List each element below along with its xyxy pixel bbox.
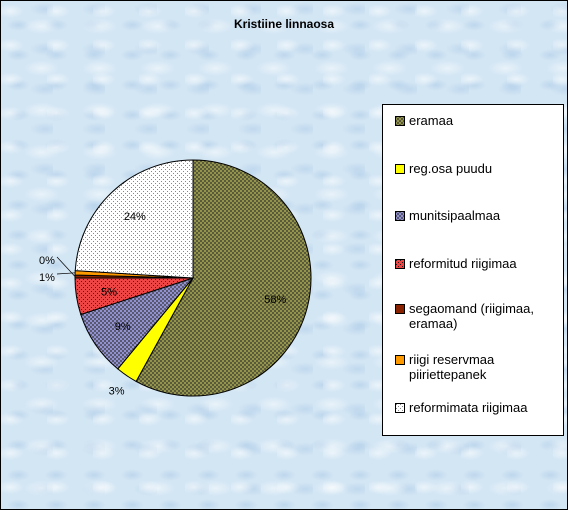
legend-swatch [395,355,405,365]
legend-label: eramaa [395,113,560,128]
legend-item-eramaa: eramaa [395,113,560,128]
legend-swatch [395,304,405,314]
data-label-reg-osa-puudu: 3% [109,385,125,397]
legend-item-munitsipaalmaa: munitsipaalmaa [395,208,560,223]
legend-item-reg-osa-puudu: reg.osa puudu [395,161,560,176]
legend: eramaa reg.osa puudu munitsipaalmaa reformi… [382,104,564,436]
data-label-segaomand-riigimaa-eramaa: 0% [39,255,55,267]
legend-label: reformitud riigimaa [395,256,560,271]
legend-label: segaomand (riigimaa, eramaa) [395,301,560,331]
slices-group [75,160,311,396]
legend-swatch [395,211,405,221]
legend-label: reg.osa puudu [395,161,560,176]
legend-item-reformitud-riigimaa: reformitud riigimaa [395,256,560,271]
legend-item-reformimata-riigimaa: reformimata riigimaa [395,400,560,415]
data-label-reformimata-riigimaa: 24% [124,211,146,223]
data-label-reformitud-riigimaa: 5% [101,286,117,298]
legend-item-segaomand-riigimaa-eramaa: segaomand (riigimaa, eramaa) [395,301,560,331]
legend-swatch [395,403,405,413]
legend-swatch [395,259,405,269]
data-label-eramaa: 58% [264,294,286,306]
legend-item-riigi-reservmaa-piiriettepanek: riigi reservmaa piiriettepanek [395,352,560,382]
data-label-riigi-reservmaa-piiriettepanek: 1% [39,272,55,284]
legend-swatch [395,116,405,126]
legend-label: munitsipaalmaa [395,208,560,223]
legend-label: reformimata riigimaa [395,400,560,415]
data-label-munitsipaalmaa: 9% [115,321,131,333]
legend-swatch [395,164,405,174]
legend-label: riigi reservmaa piiriettepanek [395,352,560,382]
